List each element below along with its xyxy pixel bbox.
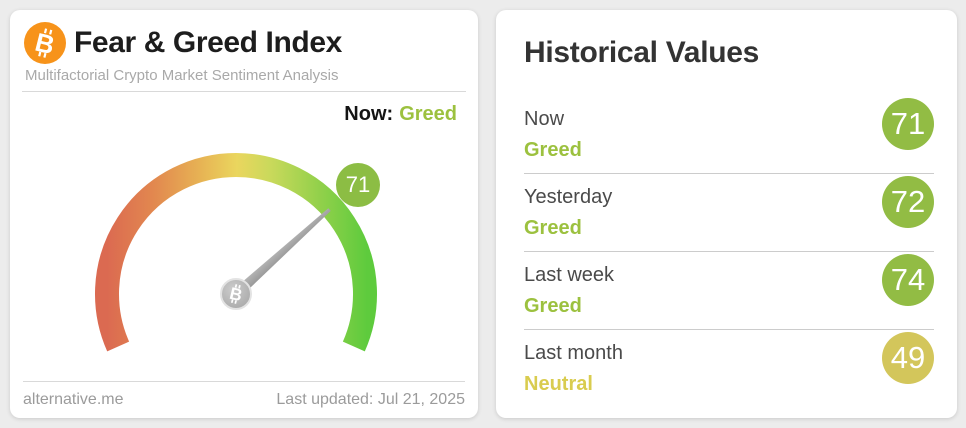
page-subtitle: Multifactorial Crypto Market Sentiment A…	[25, 67, 339, 84]
now-sentiment-value: Greed	[399, 103, 457, 125]
historical-row-last-month: Last month Neutral 49	[524, 330, 934, 407]
bitcoin-icon: B	[24, 22, 66, 64]
gauge-value-badge: 71	[336, 163, 380, 207]
historical-rows: Now Greed 71 Yesterday Greed 72 Last wee…	[524, 96, 934, 407]
historical-values-card: Historical Values Now Greed 71 Yesterday…	[496, 10, 957, 418]
historical-row-last-week: Last week Greed 74	[524, 252, 934, 330]
row-value-badge: 71	[882, 98, 934, 150]
row-label: Now	[524, 108, 565, 130]
gauge-needle	[232, 208, 331, 298]
gauge-arc	[95, 153, 377, 352]
historical-row-yesterday: Yesterday Greed 72	[524, 174, 934, 252]
historical-values-title: Historical Values	[524, 36, 760, 69]
row-sentiment: Greed	[524, 295, 582, 317]
card-header: B Fear & Greed Index	[24, 22, 342, 64]
row-value-badge: 72	[882, 176, 934, 228]
gauge-hub-bitcoin-icon: B	[220, 278, 252, 310]
last-updated-text: Last updated: Jul 21, 2025	[276, 391, 465, 408]
current-sentiment-line: Now: Greed	[344, 103, 457, 126]
page-title: Fear & Greed Index	[74, 26, 342, 59]
row-value-badge: 49	[882, 332, 934, 384]
card-footer: alternative.me Last updated: Jul 21, 202…	[23, 381, 465, 418]
fear-greed-gauge: B	[95, 153, 377, 352]
row-sentiment: Greed	[524, 139, 582, 161]
row-value-badge: 74	[882, 254, 934, 306]
row-label: Last week	[524, 264, 615, 286]
now-label: Now:	[344, 103, 394, 125]
row-label: Last month	[524, 342, 623, 364]
row-sentiment: Neutral	[524, 373, 593, 395]
row-sentiment: Greed	[524, 217, 582, 239]
source-link[interactable]: alternative.me	[23, 391, 124, 408]
historical-row-now: Now Greed 71	[524, 96, 934, 174]
row-label: Yesterday	[524, 186, 613, 208]
header-divider	[22, 91, 466, 92]
fear-greed-index-card: B Fear & Greed Index Multifactorial Cryp…	[10, 10, 478, 418]
